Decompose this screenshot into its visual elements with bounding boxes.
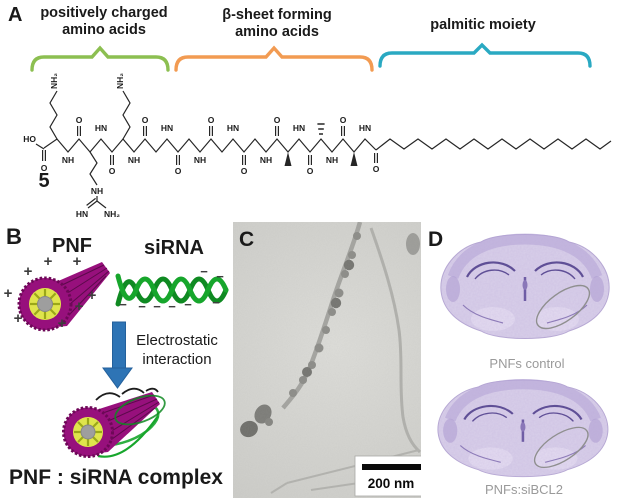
- lysine-side-chains: [49, 90, 131, 140]
- arrow-label-line2: interaction: [142, 351, 211, 368]
- oxygen-label: O: [373, 164, 380, 174]
- amide-label: HN: [227, 123, 239, 133]
- plus-sign: +: [44, 253, 53, 270]
- minus-sign: −: [138, 299, 146, 314]
- core-spokes: [30, 289, 60, 319]
- acid-oxygen-label: O: [41, 163, 48, 173]
- group-caption-positive: positively charged amino acids: [40, 5, 167, 38]
- guanidine-nh2-label: NH₂: [104, 209, 120, 218]
- guanidine-nh-label: NH: [91, 186, 103, 196]
- chemical-structure-svg: A positively charged amino acids β-sheet…: [8, 4, 612, 218]
- plus-sign: +: [88, 287, 97, 304]
- minus-sign: −: [119, 297, 127, 312]
- minus-sign: −: [184, 297, 192, 312]
- panel-b-label: B: [6, 224, 22, 249]
- oxygen-label: O: [307, 166, 314, 176]
- oxygen-label: O: [340, 115, 347, 125]
- amine-label: NH₂: [49, 73, 59, 89]
- compound-number: 5: [38, 170, 49, 192]
- down-arrow-icon: [102, 321, 133, 389]
- plus-sign: +: [58, 315, 67, 332]
- amide-label: NH: [260, 155, 272, 165]
- histology-svg: D PNFs control PNFs:siBCL2: [425, 220, 620, 497]
- oxygen-label: O: [208, 115, 215, 125]
- caption-bsheet-line2: amino acids: [235, 24, 319, 40]
- brain-section-bottom: [430, 373, 616, 488]
- bracket-bsheet: [174, 45, 374, 72]
- pnf-fiber-illustration: [17, 262, 110, 332]
- plus-sign: +: [4, 285, 13, 302]
- scale-bar-label: 200 nm: [368, 476, 415, 491]
- oxygen-label: O: [175, 166, 182, 176]
- brain-section-top: [433, 227, 617, 351]
- plus-sign: +: [73, 253, 82, 270]
- panel-a-label: A: [8, 4, 22, 26]
- oxygen-label: O: [76, 115, 83, 125]
- plus-sign: +: [75, 298, 84, 315]
- panel-a: A positively charged amino acids β-sheet…: [0, 0, 620, 218]
- amide-label: NH: [194, 155, 206, 165]
- caption-top: PNFs control: [489, 356, 564, 371]
- bracket-palmitic: [378, 42, 592, 68]
- oxygen-label: O: [109, 166, 116, 176]
- scale-bar: 200 nm: [354, 455, 421, 497]
- panel-d-label: D: [428, 228, 443, 251]
- minus-sign: −: [168, 299, 176, 314]
- amide-label: HN: [293, 123, 305, 133]
- minus-sign: −: [153, 299, 161, 314]
- amide-label: NH: [326, 155, 338, 165]
- plus-sign: +: [14, 310, 23, 327]
- sirna-minus-charges: − − − − − − − −: [119, 264, 224, 314]
- bracket-positive: [30, 45, 170, 72]
- amine-label: NH₂: [115, 73, 125, 89]
- amide-label: HN: [95, 123, 107, 133]
- sirna-title: siRNA: [144, 237, 204, 259]
- amide-label: NH: [128, 155, 140, 165]
- caption-positive-line1: positively charged: [40, 5, 167, 21]
- alanine-methyls: [284, 123, 358, 166]
- amide-label: HN: [161, 123, 173, 133]
- minus-sign: −: [212, 295, 220, 310]
- guanidine-hn-label: HN: [76, 209, 88, 218]
- panel-c-tem-micrograph: C 200 nm: [233, 222, 421, 498]
- panel-b: B PNF siRNA + + + +: [0, 218, 233, 498]
- complex-illustration: [62, 387, 166, 458]
- pnf-title: PNF: [52, 235, 92, 257]
- tem-noise-overlay: [233, 222, 421, 498]
- caption-bottom: PNFs:siBCL2: [485, 482, 563, 497]
- schematic-svg: B PNF siRNA + + + +: [4, 224, 229, 489]
- amide-label: NH: [62, 155, 74, 165]
- caption-positive-line2: amino acids: [62, 22, 146, 38]
- arginine-side-chain: [86, 151, 107, 209]
- peptide-backbone: [35, 126, 378, 165]
- oxygen-label: O: [241, 166, 248, 176]
- panel-d: D PNFs control PNFs:siBCL2: [425, 220, 620, 498]
- oxygen-label: O: [142, 115, 149, 125]
- complex-label: PNF : siRNA complex: [9, 466, 223, 489]
- oxygen-label: O: [274, 115, 281, 125]
- amide-label: HN: [359, 123, 371, 133]
- plus-sign: +: [24, 263, 33, 280]
- minus-sign: −: [216, 269, 224, 284]
- group-caption-bsheet: β-sheet forming amino acids: [222, 7, 332, 40]
- hydroxyl-label: HO: [23, 134, 36, 144]
- arrow-label-line1: Electrostatic: [136, 332, 218, 349]
- panel-c-label: C: [239, 228, 254, 251]
- caption-palmitic: palmitic moiety: [430, 17, 536, 33]
- pnf-plus-charges: + + + + + + + +: [4, 253, 97, 332]
- tem-svg: C 200 nm: [233, 222, 421, 498]
- caption-bsheet-line1: β-sheet forming: [222, 7, 332, 23]
- sirna-helix-illustration: [115, 273, 229, 307]
- palmitic-chain: [375, 138, 612, 151]
- minus-sign: −: [200, 264, 208, 279]
